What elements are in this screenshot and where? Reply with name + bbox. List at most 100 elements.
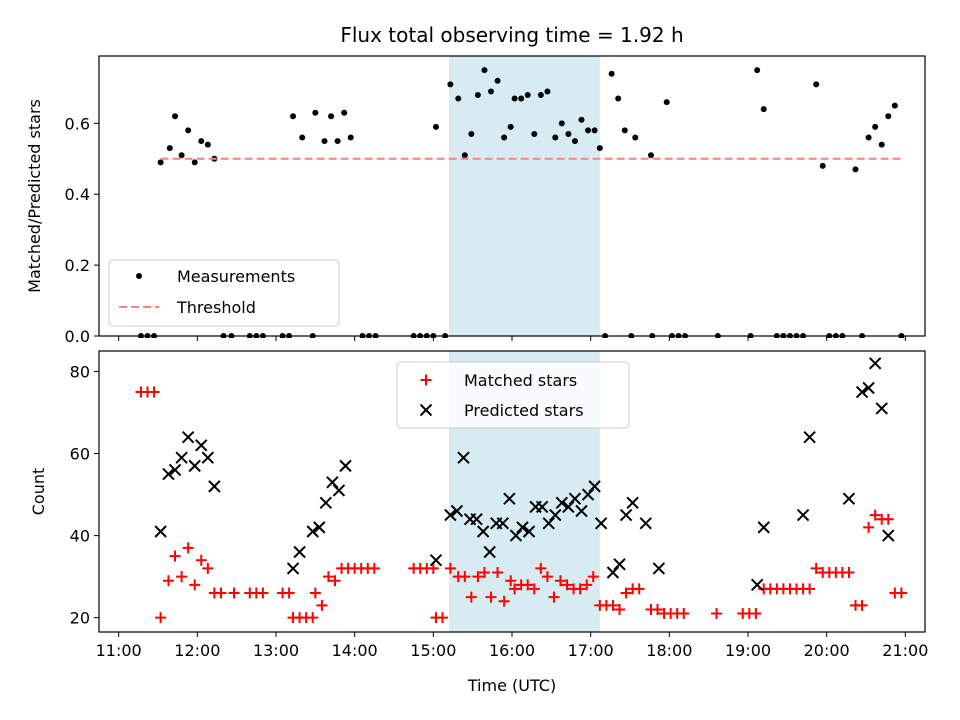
predicted-star-point bbox=[842, 492, 856, 505]
measurement-point bbox=[531, 130, 538, 137]
measurement-point bbox=[552, 134, 559, 141]
measurement-point bbox=[663, 99, 670, 106]
x-axis-title: Time (UTC) bbox=[467, 676, 556, 695]
matched-star-point bbox=[478, 567, 490, 579]
predicted-star-point bbox=[581, 488, 595, 501]
series-matched-stars bbox=[135, 386, 907, 624]
predicted-star-point bbox=[549, 508, 562, 522]
predicted-star-point bbox=[162, 467, 175, 481]
measurement-point bbox=[299, 134, 306, 141]
y-tick-label: 60 bbox=[70, 445, 90, 464]
predicted-star-point bbox=[188, 459, 201, 473]
y-tick-label: 0.4 bbox=[65, 185, 90, 204]
predicted-star-point bbox=[306, 525, 319, 538]
measurement-point bbox=[501, 134, 508, 141]
matched-star-point bbox=[316, 599, 328, 611]
predicted-star-point bbox=[757, 521, 770, 534]
measurement-point bbox=[591, 127, 598, 134]
matched-star-point bbox=[574, 583, 586, 595]
predicted-star-point bbox=[568, 492, 582, 505]
matched-star-point bbox=[561, 579, 573, 591]
matched-star-point bbox=[215, 587, 227, 599]
measurement-point bbox=[760, 106, 767, 113]
measurement-point bbox=[852, 166, 859, 173]
predicted-star-point bbox=[457, 451, 470, 464]
measurement-point bbox=[157, 159, 164, 166]
measurement-point bbox=[290, 113, 297, 120]
legend-threshold-label: Threshold bbox=[176, 298, 256, 317]
measurement-point bbox=[615, 95, 622, 102]
legend-box bbox=[396, 361, 630, 429]
shaded-interval bbox=[449, 56, 600, 336]
predicted-star-point bbox=[639, 517, 652, 530]
measurement-point bbox=[872, 123, 879, 130]
predicted-star-point bbox=[429, 554, 443, 567]
matched-star-point bbox=[843, 567, 855, 579]
legend-matched-marker bbox=[420, 374, 432, 386]
measurement-point bbox=[185, 127, 192, 134]
legend-box bbox=[108, 259, 340, 327]
predicted-star-point bbox=[154, 525, 167, 538]
predicted-star-point bbox=[319, 496, 333, 509]
series-measurements bbox=[137, 67, 905, 338]
measurement-point bbox=[191, 159, 198, 166]
matched-star-point bbox=[810, 562, 822, 574]
measurement-point bbox=[524, 91, 531, 98]
predicted-star-point bbox=[868, 357, 882, 370]
matched-star-point bbox=[607, 599, 619, 611]
measurement-point bbox=[507, 123, 514, 130]
matched-star-point bbox=[555, 575, 567, 587]
predicted-star-point bbox=[175, 451, 188, 464]
x-tick-label: 14:00 bbox=[332, 641, 378, 660]
predicted-star-point bbox=[619, 508, 633, 522]
matched-star-point bbox=[587, 571, 599, 583]
predicted-star-point bbox=[594, 517, 608, 530]
matched-star-point bbox=[368, 562, 380, 574]
matched-star-point bbox=[155, 612, 167, 624]
measurement-point bbox=[885, 113, 892, 120]
legend: Matched stars Predicted stars bbox=[396, 361, 630, 429]
measurement-point bbox=[198, 138, 205, 145]
predicted-star-point bbox=[483, 545, 496, 559]
predicted-star-point bbox=[339, 459, 352, 473]
matched-star-point bbox=[307, 612, 319, 624]
matched-star-point bbox=[711, 608, 723, 620]
matched-star-point bbox=[329, 575, 341, 587]
predicted-star-point bbox=[750, 578, 764, 592]
predicted-star-point bbox=[450, 504, 464, 518]
measurement-point bbox=[341, 109, 348, 116]
y-tick-label: 0.6 bbox=[65, 114, 90, 133]
measurement-point bbox=[537, 91, 544, 98]
matched-star-point bbox=[856, 599, 868, 611]
measurement-point bbox=[178, 152, 185, 159]
matched-star-point bbox=[614, 603, 626, 615]
x-tick-label: 12:00 bbox=[174, 641, 220, 660]
series-predicted-stars bbox=[154, 357, 895, 592]
legend: Measurements Threshold bbox=[108, 259, 340, 327]
measurement-point bbox=[447, 81, 454, 88]
predicted-star-point bbox=[796, 508, 810, 522]
legend-predicted-marker bbox=[419, 403, 433, 417]
matched-star-point bbox=[528, 583, 540, 595]
matched-star-point bbox=[437, 612, 449, 624]
measurement-point bbox=[865, 134, 872, 141]
predicted-star-point bbox=[613, 558, 626, 571]
measurement-point bbox=[819, 162, 826, 169]
measurement-point bbox=[878, 141, 885, 148]
predicted-star-point bbox=[555, 496, 569, 509]
y-tick-label: 40 bbox=[70, 527, 90, 546]
predicted-star-point bbox=[286, 562, 300, 575]
matched-star-point bbox=[189, 579, 201, 591]
measurement-point bbox=[172, 113, 179, 120]
matched-star-point bbox=[509, 583, 521, 595]
predicted-star-point bbox=[496, 517, 510, 530]
measurement-point bbox=[474, 91, 481, 98]
measurement-point bbox=[558, 120, 565, 127]
predicted-star-point bbox=[588, 480, 601, 493]
y-tick-label: 0.0 bbox=[65, 327, 90, 346]
matched-star-point bbox=[228, 587, 240, 599]
matched-star-point bbox=[257, 587, 269, 599]
predicted-star-point bbox=[293, 545, 306, 559]
predicted-star-point bbox=[503, 492, 516, 505]
